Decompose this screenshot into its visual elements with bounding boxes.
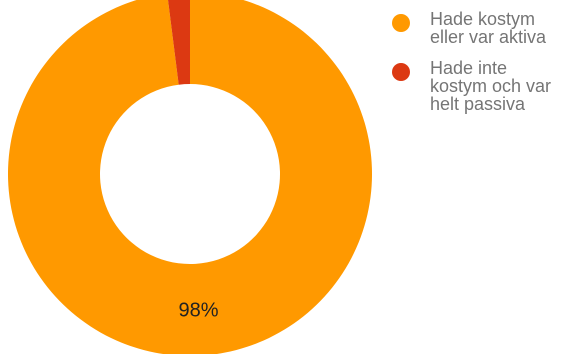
legend: Hade kostym eller var aktiva Hade inte k… <box>392 10 576 126</box>
legend-label-passive: Hade inte kostym och var helt passiva <box>430 58 552 114</box>
legend-label-active: Hade kostym eller var aktiva <box>430 9 547 47</box>
legend-swatch-passive <box>392 63 410 81</box>
slice-passive[interactable] <box>167 0 190 85</box>
slice-active[interactable] <box>8 0 372 354</box>
data-label-slice-active: 98% <box>179 300 219 322</box>
legend-item-passive[interactable]: Hade inte kostym och var helt passiva <box>392 59 576 113</box>
legend-swatch-active <box>392 14 410 32</box>
legend-item-active[interactable]: Hade kostym eller var aktiva <box>392 10 576 46</box>
